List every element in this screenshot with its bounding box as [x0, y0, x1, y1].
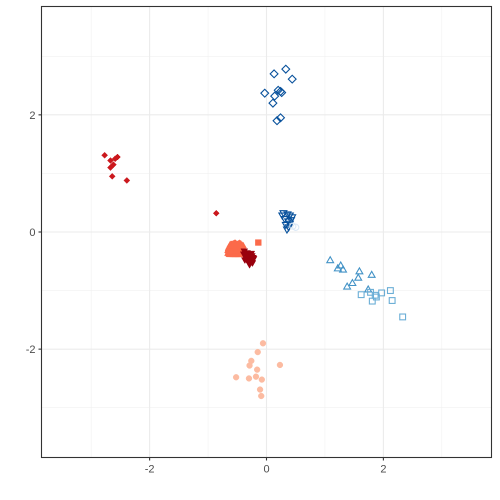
- data-point: [252, 373, 260, 380]
- data-point: [232, 246, 240, 254]
- data-point: [277, 212, 287, 221]
- data-point: [276, 361, 284, 369]
- series-group: [239, 248, 258, 269]
- data-point: [368, 297, 376, 305]
- data-point: [281, 221, 291, 230]
- data-point: [258, 392, 265, 400]
- series-group: [260, 64, 297, 126]
- data-point: [281, 64, 291, 74]
- series-group: [101, 151, 220, 217]
- data-point: [367, 270, 377, 278]
- data-point: [241, 257, 249, 265]
- data-point: [336, 260, 346, 269]
- series-group: [289, 222, 300, 231]
- data-point: [108, 173, 116, 180]
- data-point: [245, 375, 253, 382]
- data-point: [357, 291, 365, 299]
- data-point: [260, 88, 270, 98]
- data-point: [253, 366, 261, 373]
- data-point: [268, 98, 278, 108]
- data-point: [272, 116, 282, 126]
- series-group: [277, 210, 297, 235]
- data-point: [285, 220, 295, 229]
- data-point: [255, 239, 262, 246]
- series-group: [232, 340, 284, 400]
- grid: [41, 6, 492, 458]
- data-point: [114, 153, 121, 161]
- data-point: [338, 264, 348, 273]
- data-point: [239, 251, 248, 259]
- data-point: [277, 87, 287, 98]
- data-point: [342, 281, 352, 290]
- y-tick-label: 2: [29, 110, 35, 122]
- data-point: [256, 386, 264, 393]
- data-point: [325, 255, 335, 264]
- y-tick-label: 0: [29, 227, 35, 239]
- data-point: [270, 91, 280, 101]
- axes: -2 0 2 -2 0 2: [26, 110, 387, 476]
- data-point: [287, 214, 297, 222]
- data-point: [249, 254, 257, 262]
- data-point: [386, 287, 394, 295]
- data-point: [388, 297, 396, 304]
- x-tick-label: 0: [263, 464, 269, 476]
- data-point: [101, 151, 108, 159]
- data-point: [282, 226, 292, 235]
- data-point: [355, 266, 364, 275]
- x-tick-label: -2: [145, 464, 155, 476]
- data-point: [246, 362, 253, 369]
- data-point: [353, 273, 363, 281]
- data-point: [254, 348, 261, 356]
- x-tick-label: 2: [380, 464, 386, 476]
- series-group: [255, 239, 262, 246]
- data-point: [348, 278, 357, 287]
- y-tick-label: -2: [26, 344, 36, 356]
- data-point: [227, 247, 235, 255]
- data-point: [372, 293, 380, 301]
- data-point: [212, 209, 220, 217]
- data-point: [232, 374, 240, 381]
- data-point: [123, 177, 131, 184]
- data-point: [287, 74, 297, 84]
- data-point: [259, 340, 267, 347]
- data-point: [234, 240, 242, 248]
- series-group: [357, 287, 407, 321]
- data-point: [110, 161, 117, 168]
- data-point: [275, 113, 286, 123]
- data-point: [258, 376, 265, 383]
- data-point: [280, 216, 289, 224]
- data-point: [107, 157, 114, 164]
- data-points: [101, 64, 407, 400]
- data-point: [247, 250, 256, 258]
- data-point: [292, 223, 300, 231]
- data-point: [378, 289, 386, 297]
- data-point: [399, 313, 407, 321]
- data-point: [269, 69, 279, 79]
